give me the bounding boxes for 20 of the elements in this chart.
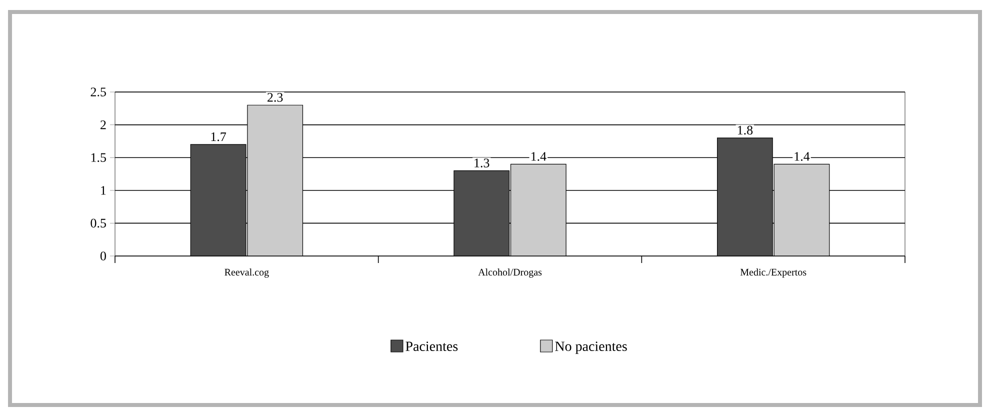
- data-label: 1.3: [474, 158, 490, 168]
- bar: [454, 170, 510, 256]
- x-tick-label: Alcohol/Drogas: [478, 268, 542, 278]
- bar: [190, 144, 246, 256]
- data-label: 1.8: [738, 126, 753, 135]
- legend-label: No pacientes: [555, 342, 627, 354]
- data-label: 1.4: [531, 152, 546, 161]
- y-tick-label: 2: [100, 120, 106, 130]
- y-tick-label: 1: [101, 186, 106, 195]
- y-tick-label: 0: [100, 252, 106, 260]
- data-label: 2.3: [268, 93, 283, 102]
- bar: [716, 138, 773, 256]
- data-label: 1.7: [211, 132, 226, 142]
- y-tick-label: 0.5: [90, 218, 106, 228]
- data-label: 1.4: [794, 152, 810, 161]
- y-tick-label: 2.5: [90, 88, 106, 96]
- y-tick-label: 1.5: [91, 153, 106, 162]
- x-tick-label: Medic./Expertos: [740, 268, 806, 278]
- x-tick-label: Reeval.cog: [224, 268, 269, 278]
- legend-label: Pacientes: [406, 342, 458, 352]
